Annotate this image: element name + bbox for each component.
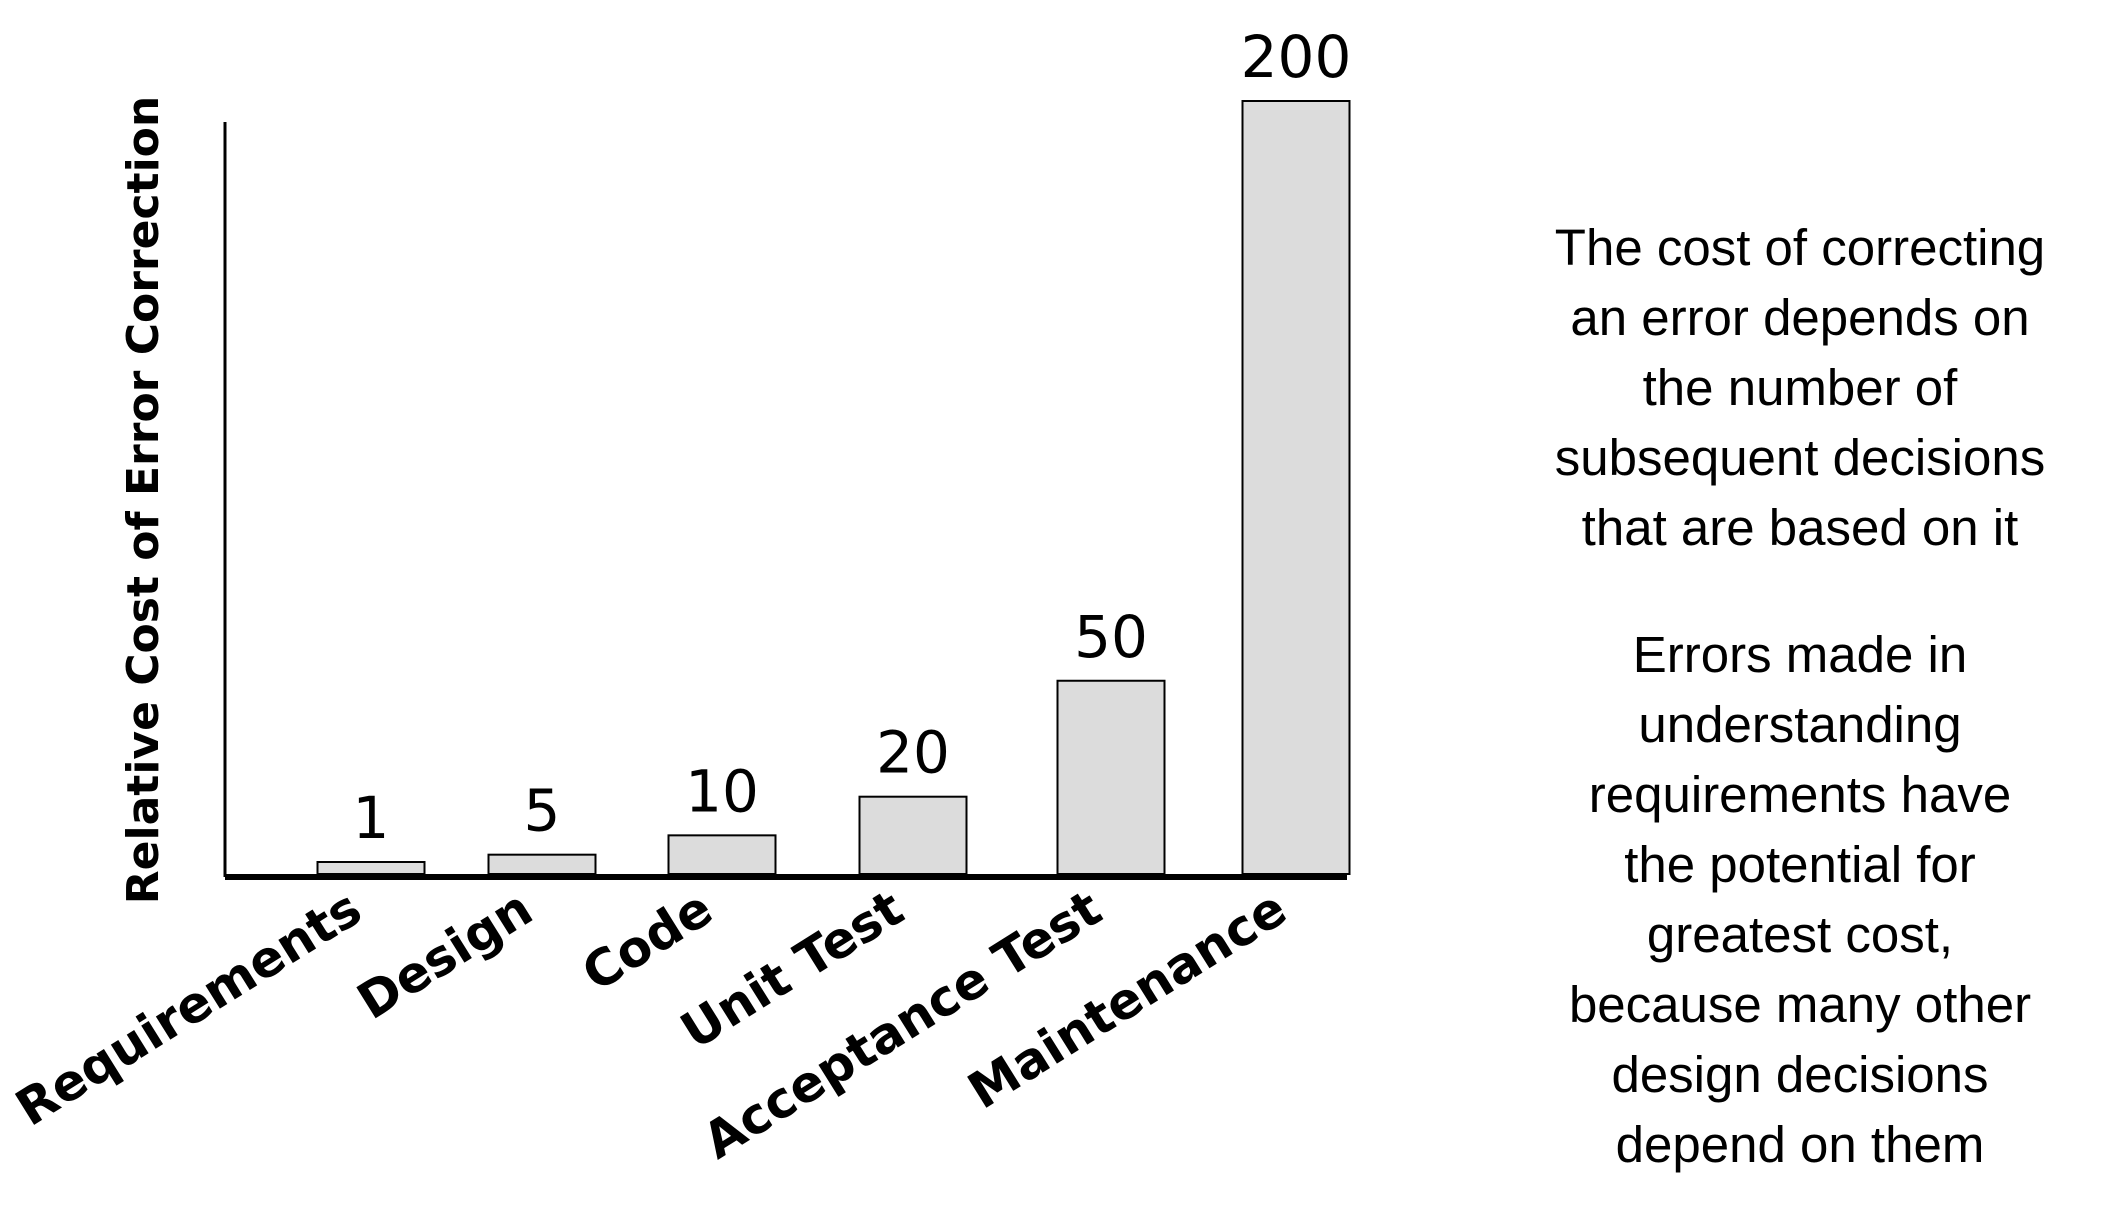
bars-group (316, 100, 1351, 876)
value-label-requirements: 1 (353, 784, 390, 852)
bar-requirements (316, 861, 426, 875)
value-labels-group: 1 5 10 20 50 200 (353, 23, 1352, 852)
value-label-code: 10 (685, 757, 759, 825)
category-label-maintenance: Maintenance (958, 879, 1296, 1120)
bar-unit-test (858, 795, 968, 876)
value-label-maintenance: 200 (1241, 23, 1352, 91)
category-label-requirements: Requirements (6, 879, 372, 1137)
bar-code (667, 834, 777, 875)
bar-maintenance (1241, 100, 1351, 875)
bar-acceptance-test (1056, 679, 1166, 875)
category-label-design: Design (347, 879, 542, 1031)
value-label-acceptance-test: 50 (1074, 603, 1148, 671)
y-axis-label: Relative Cost of Error Correction (118, 96, 169, 904)
category-label-code: Code (572, 879, 722, 1003)
value-label-design: 5 (524, 777, 561, 845)
value-label-unit-test: 20 (876, 719, 950, 787)
bar-chart: Relative Cost of Error Correction 1 5 10 20… (6, 23, 1352, 1170)
explanation-note-1: The cost of correcting an error depends … (1554, 219, 2046, 556)
bar-design (487, 853, 597, 875)
explanation-note-2: Errors made in understanding requirement… (1568, 626, 2032, 1173)
